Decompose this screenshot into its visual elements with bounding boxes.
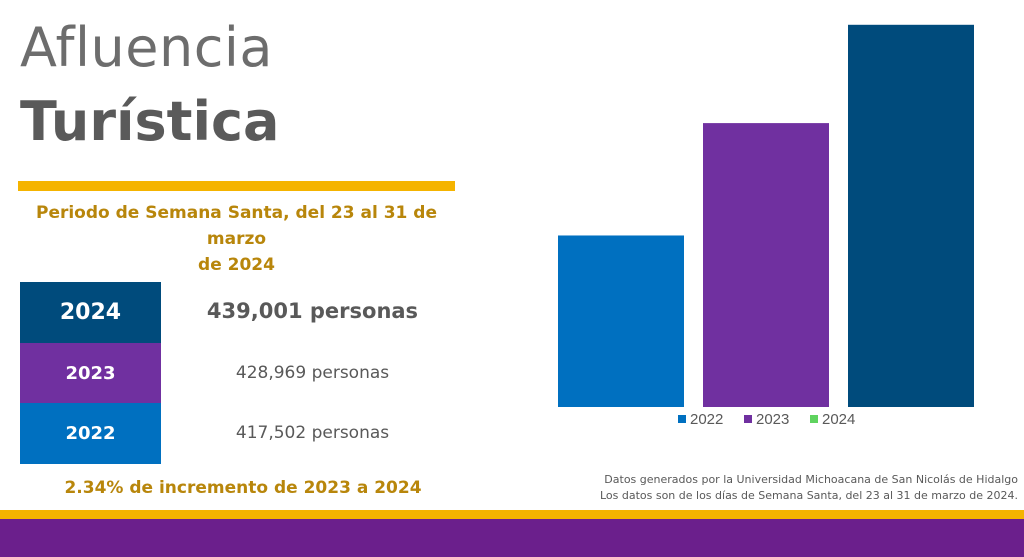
legend-label-2024: 2024 [822,411,855,428]
increment-text: 2.34% de incremento de 2023 a 2024 [64,478,422,498]
period-line1: Periodo de Semana Santa, del 23 al 31 de… [35,203,438,249]
footer-purple-band [0,519,1024,557]
legend-label-2022: 2022 [690,411,723,428]
legend-label-2023: 2023 [756,411,789,428]
footer-gold-stripe [0,510,1024,519]
source-line2: Los datos son de los días de Semana Sant… [599,489,1018,502]
period-text: Periodo de Semana Santa, del 23 al 31 de… [18,200,455,278]
title-divider [18,181,455,191]
period-line2: de 2024 [198,255,275,275]
page-title-line1: Afluencia [20,16,273,79]
bar-chart: 2022 2023 2024 [558,24,974,428]
bar-2024 [848,24,974,408]
year-box-2022: 2022 [20,403,161,464]
count-2022: 417,502 personas [235,423,390,443]
source-note: Datos generados por la Universidad Micho… [600,472,1018,504]
legend-swatch-2024 [810,415,818,423]
page-title-line2: Turística [20,90,280,153]
legend-swatch-2023 [744,415,752,423]
year-box-2023: 2023 [20,343,161,404]
source-line1: Datos generados por la Universidad Micho… [604,473,1018,486]
count-2024: 439,001 personas [206,299,419,323]
year-box-2024: 2024 [20,282,161,343]
legend-swatch-2022 [678,415,686,423]
count-2023: 428,969 personas [235,363,390,383]
bar-2023 [703,123,829,408]
bar-2022 [558,235,684,407]
